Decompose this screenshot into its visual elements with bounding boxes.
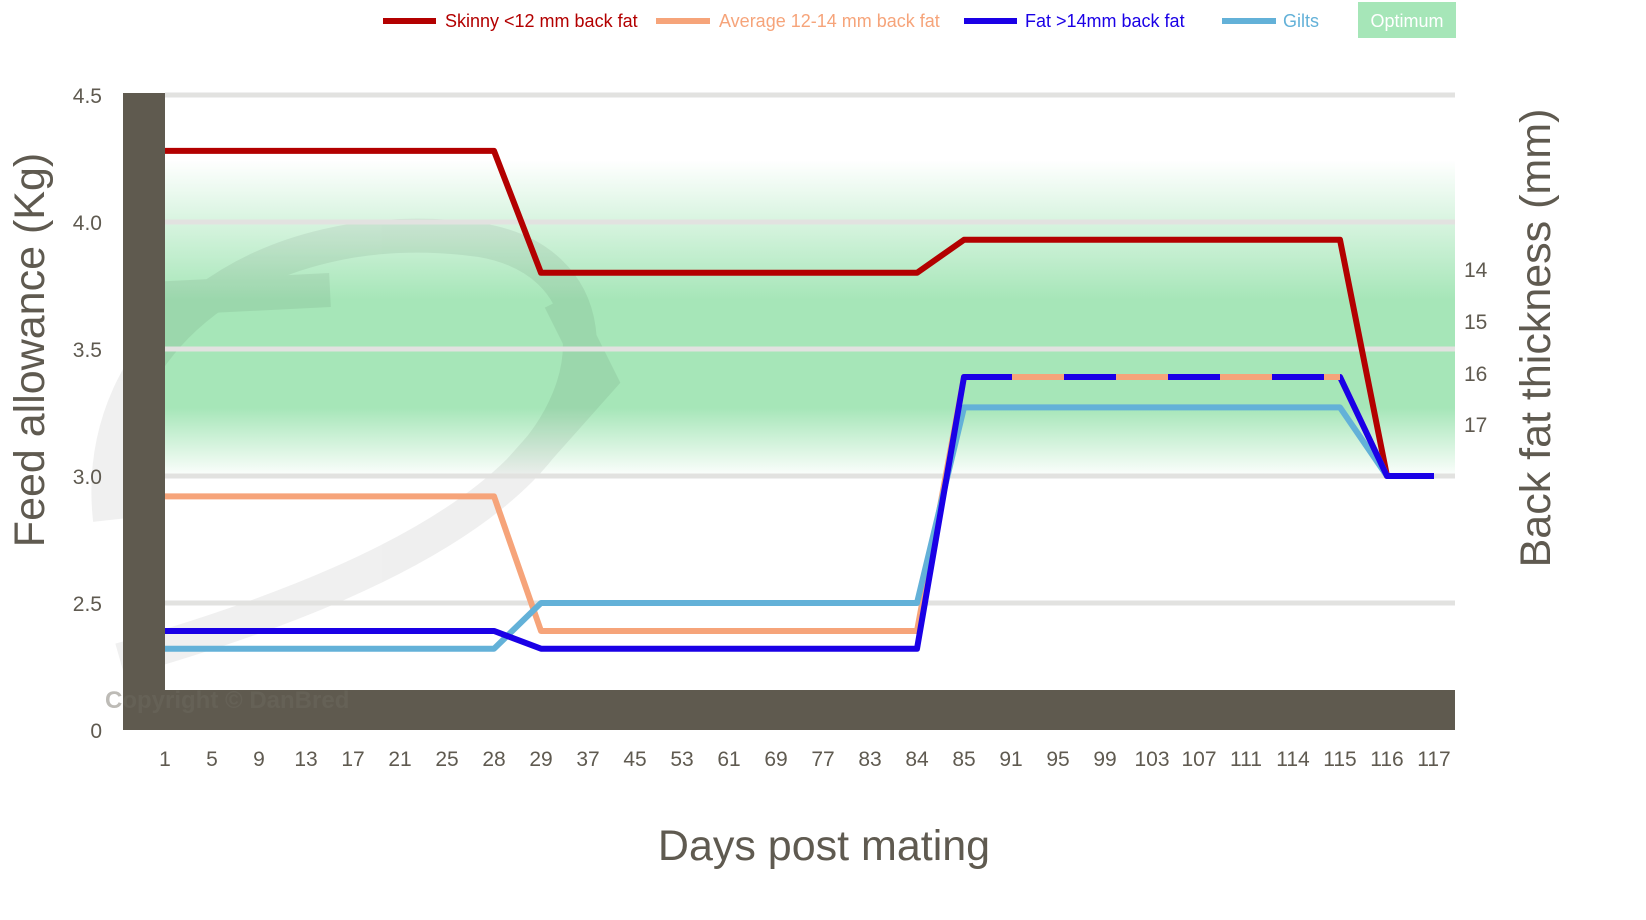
x-tick-label: 37 bbox=[576, 748, 599, 771]
x-tick-label: 77 bbox=[811, 748, 834, 771]
legend-item: Average 12-14 mm back fat bbox=[656, 11, 940, 31]
x-tick-label: 25 bbox=[435, 748, 458, 771]
series-line-skinny bbox=[165, 147, 1434, 479]
y-tick-label: 3.0 bbox=[73, 466, 102, 489]
y2-tick-label: 16 bbox=[1464, 363, 1487, 386]
y-tick-label: 0 bbox=[90, 720, 102, 743]
y2-axis-ticks: 14 15 16 17 bbox=[1464, 259, 1488, 437]
x-axis-frame bbox=[123, 690, 1455, 730]
x-tick-label: 28 bbox=[482, 748, 505, 771]
legend-item: Gilts bbox=[1222, 11, 1319, 31]
x-tick-label: 99 bbox=[1093, 748, 1116, 771]
y2-tick-label: 17 bbox=[1464, 414, 1487, 437]
y2-axis-title: Back fat thickness (mm) bbox=[1512, 109, 1560, 568]
x-tick-label: 103 bbox=[1134, 748, 1169, 771]
x-tick-label: 84 bbox=[905, 748, 929, 771]
x-tick-label: 5 bbox=[206, 748, 218, 771]
legend-label: Skinny <12 mm back fat bbox=[445, 11, 638, 31]
x-tick-label: 95 bbox=[1046, 748, 1069, 771]
x-tick-label: 107 bbox=[1181, 748, 1216, 771]
y-tick-label: 4.5 bbox=[73, 85, 102, 108]
x-tick-label: 1 bbox=[159, 748, 171, 771]
x-tick-label: 29 bbox=[529, 748, 552, 771]
legend-label: Average 12-14 mm back fat bbox=[719, 11, 940, 31]
x-tick-label: 114 bbox=[1276, 748, 1310, 771]
optimum-swatch bbox=[1358, 2, 1456, 38]
x-tick-label: 85 bbox=[952, 748, 975, 771]
x-tick-label: 61 bbox=[717, 748, 740, 771]
x-axis-ticks: 1 5 9 13 17 21 25 28 29 37 45 53 61 69 77 83 84 85 91 95 99 1… bbox=[159, 748, 1451, 771]
legend-item: Fat >14mm back fat bbox=[964, 11, 1185, 31]
series-line-gilts bbox=[165, 404, 1434, 652]
y-axis-title: Feed allowance (Kg) bbox=[6, 153, 54, 547]
y-tick-label: 2.5 bbox=[73, 593, 102, 616]
x-tick-label: 21 bbox=[388, 748, 411, 771]
y-tick-label: 4.0 bbox=[73, 212, 102, 235]
legend-item: Skinny <12 mm back fat bbox=[383, 11, 638, 31]
y2-tick-label: 14 bbox=[1464, 259, 1488, 282]
watermark-text: Copyright © DanBred bbox=[105, 687, 349, 714]
legend: Skinny <12 mm back fat Average 12-14 mm … bbox=[383, 2, 1456, 38]
legend-item-optimum: Optimum bbox=[1358, 2, 1456, 38]
series-layer bbox=[165, 147, 1434, 652]
x-tick-label: 45 bbox=[623, 748, 646, 771]
x-tick-label: 91 bbox=[999, 748, 1022, 771]
x-tick-label: 69 bbox=[764, 748, 787, 771]
y-axis-ticks: 4.5 4.0 3.5 3.0 2.5 0 bbox=[73, 85, 102, 743]
x-tick-label: 17 bbox=[341, 748, 364, 771]
x-tick-label: 83 bbox=[858, 748, 881, 771]
x-tick-label: 53 bbox=[670, 748, 693, 771]
x-tick-label: 115 bbox=[1323, 748, 1356, 771]
legend-label: Fat >14mm back fat bbox=[1025, 11, 1185, 31]
optimum-zone bbox=[165, 160, 1455, 478]
x-tick-label: 117 bbox=[1417, 748, 1450, 771]
x-axis-title: Days post mating bbox=[658, 822, 990, 870]
y-axis-frame bbox=[123, 93, 165, 730]
x-tick-label: 116 bbox=[1370, 748, 1403, 771]
y2-tick-label: 15 bbox=[1464, 311, 1487, 334]
y-tick-label: 3.5 bbox=[73, 339, 102, 362]
legend-label: Gilts bbox=[1283, 11, 1319, 31]
optimum-label: Optimum bbox=[1370, 11, 1443, 31]
x-tick-label: 13 bbox=[294, 748, 317, 771]
x-tick-label: 111 bbox=[1230, 748, 1262, 771]
x-tick-label: 9 bbox=[253, 748, 265, 771]
